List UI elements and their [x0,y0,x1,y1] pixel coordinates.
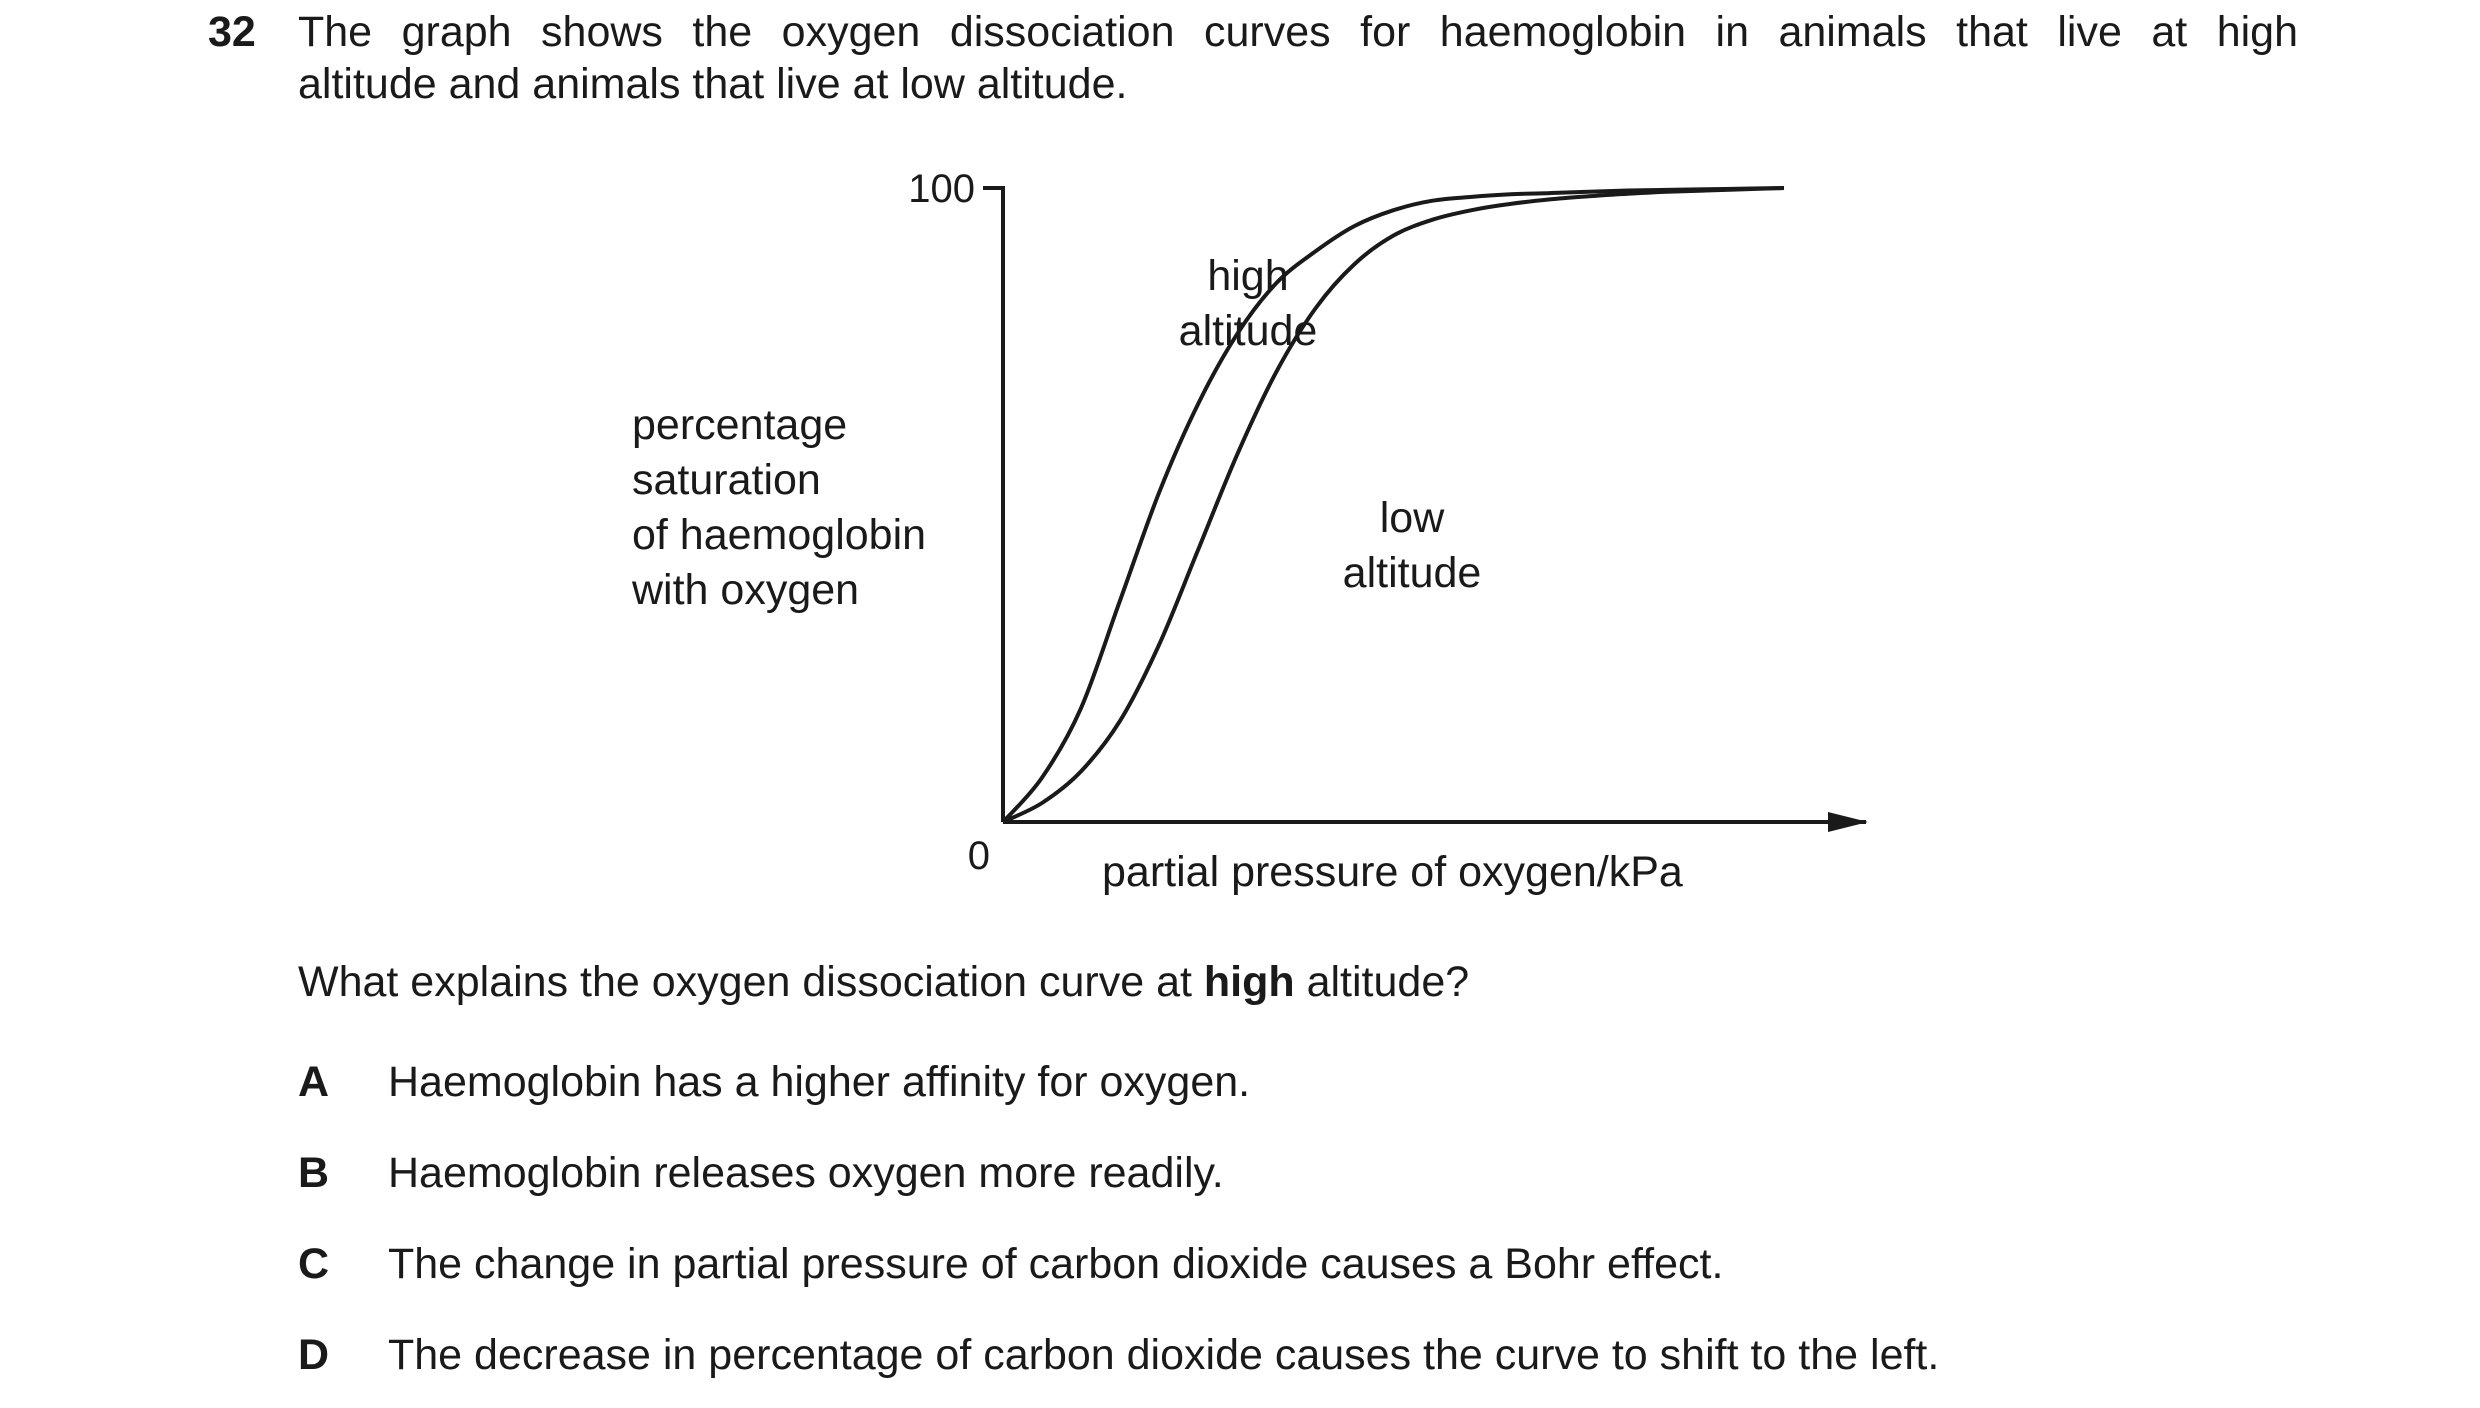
option-letter: B [298,1149,330,1197]
y-axis-label-line: saturation [632,456,821,504]
option-letter: A [298,1058,330,1106]
chart-labels: 100 0 partial pressure of oxygen/kPa high al… [908,167,1683,896]
option-text: The decrease in percentage of carbon dio… [388,1331,1940,1379]
option-d[interactable]: D The decrease in percentage of carbon di… [298,1329,1939,1381]
y-axis-label-line: of haemoglobin [632,511,927,559]
question-number: 32 [208,8,256,56]
low-altitude-curve [1002,186,1785,824]
high-altitude-label: high [1207,252,1288,300]
option-text: The change in partial pressure of carbon… [388,1240,1724,1288]
y-axis-label: percentage saturation of haemoglobin with o… [632,398,926,618]
option-text: Haemoglobin releases oxygen more readily… [388,1149,1224,1197]
chart-series [1001,186,1785,824]
x-tick-label-0: 0 [968,834,990,878]
y-axis-label-line: with oxygen [632,566,860,614]
x-axis-label: partial pressure of oxygen/kPa [1102,848,1683,896]
option-c[interactable]: C The change in partial pressure of carbo… [298,1238,1723,1290]
question-stem: The graph shows the oxygen dissociation … [298,6,2298,110]
low-altitude-label: low [1380,494,1445,542]
high-altitude-curve [1001,186,1785,824]
option-a[interactable]: A Haemoglobin has a higher affinity for o… [298,1056,1250,1108]
low-altitude-label: altitude [1343,549,1482,597]
question-prompt-emphasis: high [1203,958,1295,1006]
chart-axes [983,186,1868,832]
question-prompt-end: altitude? [1294,958,1470,1006]
high-altitude-label: altitude [1179,307,1318,355]
chart-canvas: 100 0 partial pressure of oxygen/kPa high al… [908,167,1868,896]
question-stem-line2: altitude and animals that live at low al… [298,60,1128,108]
question-prompt: What explains the oxygen dissociation cu… [298,956,1469,1008]
option-letter: D [298,1331,330,1379]
y-tick-label-100: 100 [908,167,975,211]
option-b[interactable]: B Haemoglobin releases oxygen more readil… [298,1147,1224,1199]
oxygen-dissociation-graph: 100 0 partial pressure of oxygen/kPa high al… [632,167,1868,896]
question-prompt-start: What explains the oxygen dissociation cu… [298,958,1204,1006]
question-stem-line1: The graph shows the oxygen dissociation … [298,8,2298,56]
option-letter: C [298,1240,330,1288]
option-text: Haemoglobin has a higher affinity for ox… [388,1058,1251,1106]
y-axis-label-line: percentage [632,401,848,449]
